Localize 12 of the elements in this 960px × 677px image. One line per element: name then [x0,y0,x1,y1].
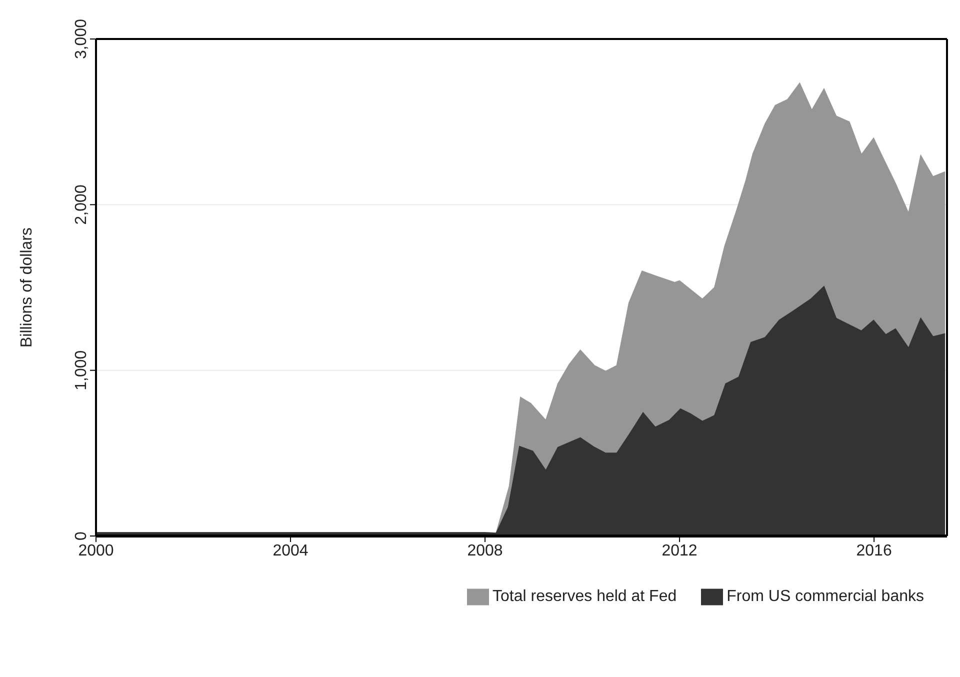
x-tick-label: 2000 [78,542,114,560]
y-tick-label: 1,000 [73,350,90,390]
y-axis-title: Billions of dollars [18,227,36,348]
y-tick-label: 3,000 [73,18,90,60]
x-tick-label: 2004 [272,542,308,560]
legend-label: Total reserves held at Fed [492,588,677,606]
x-tick-label: 2016 [856,542,892,560]
x-tick-label: 2012 [662,542,698,560]
x-tick-label: 2008 [467,542,503,560]
legend-label: From US commercial banks [726,588,924,606]
y-tick-label: 0 [73,531,90,540]
y-tick-label: 2,000 [73,184,90,225]
